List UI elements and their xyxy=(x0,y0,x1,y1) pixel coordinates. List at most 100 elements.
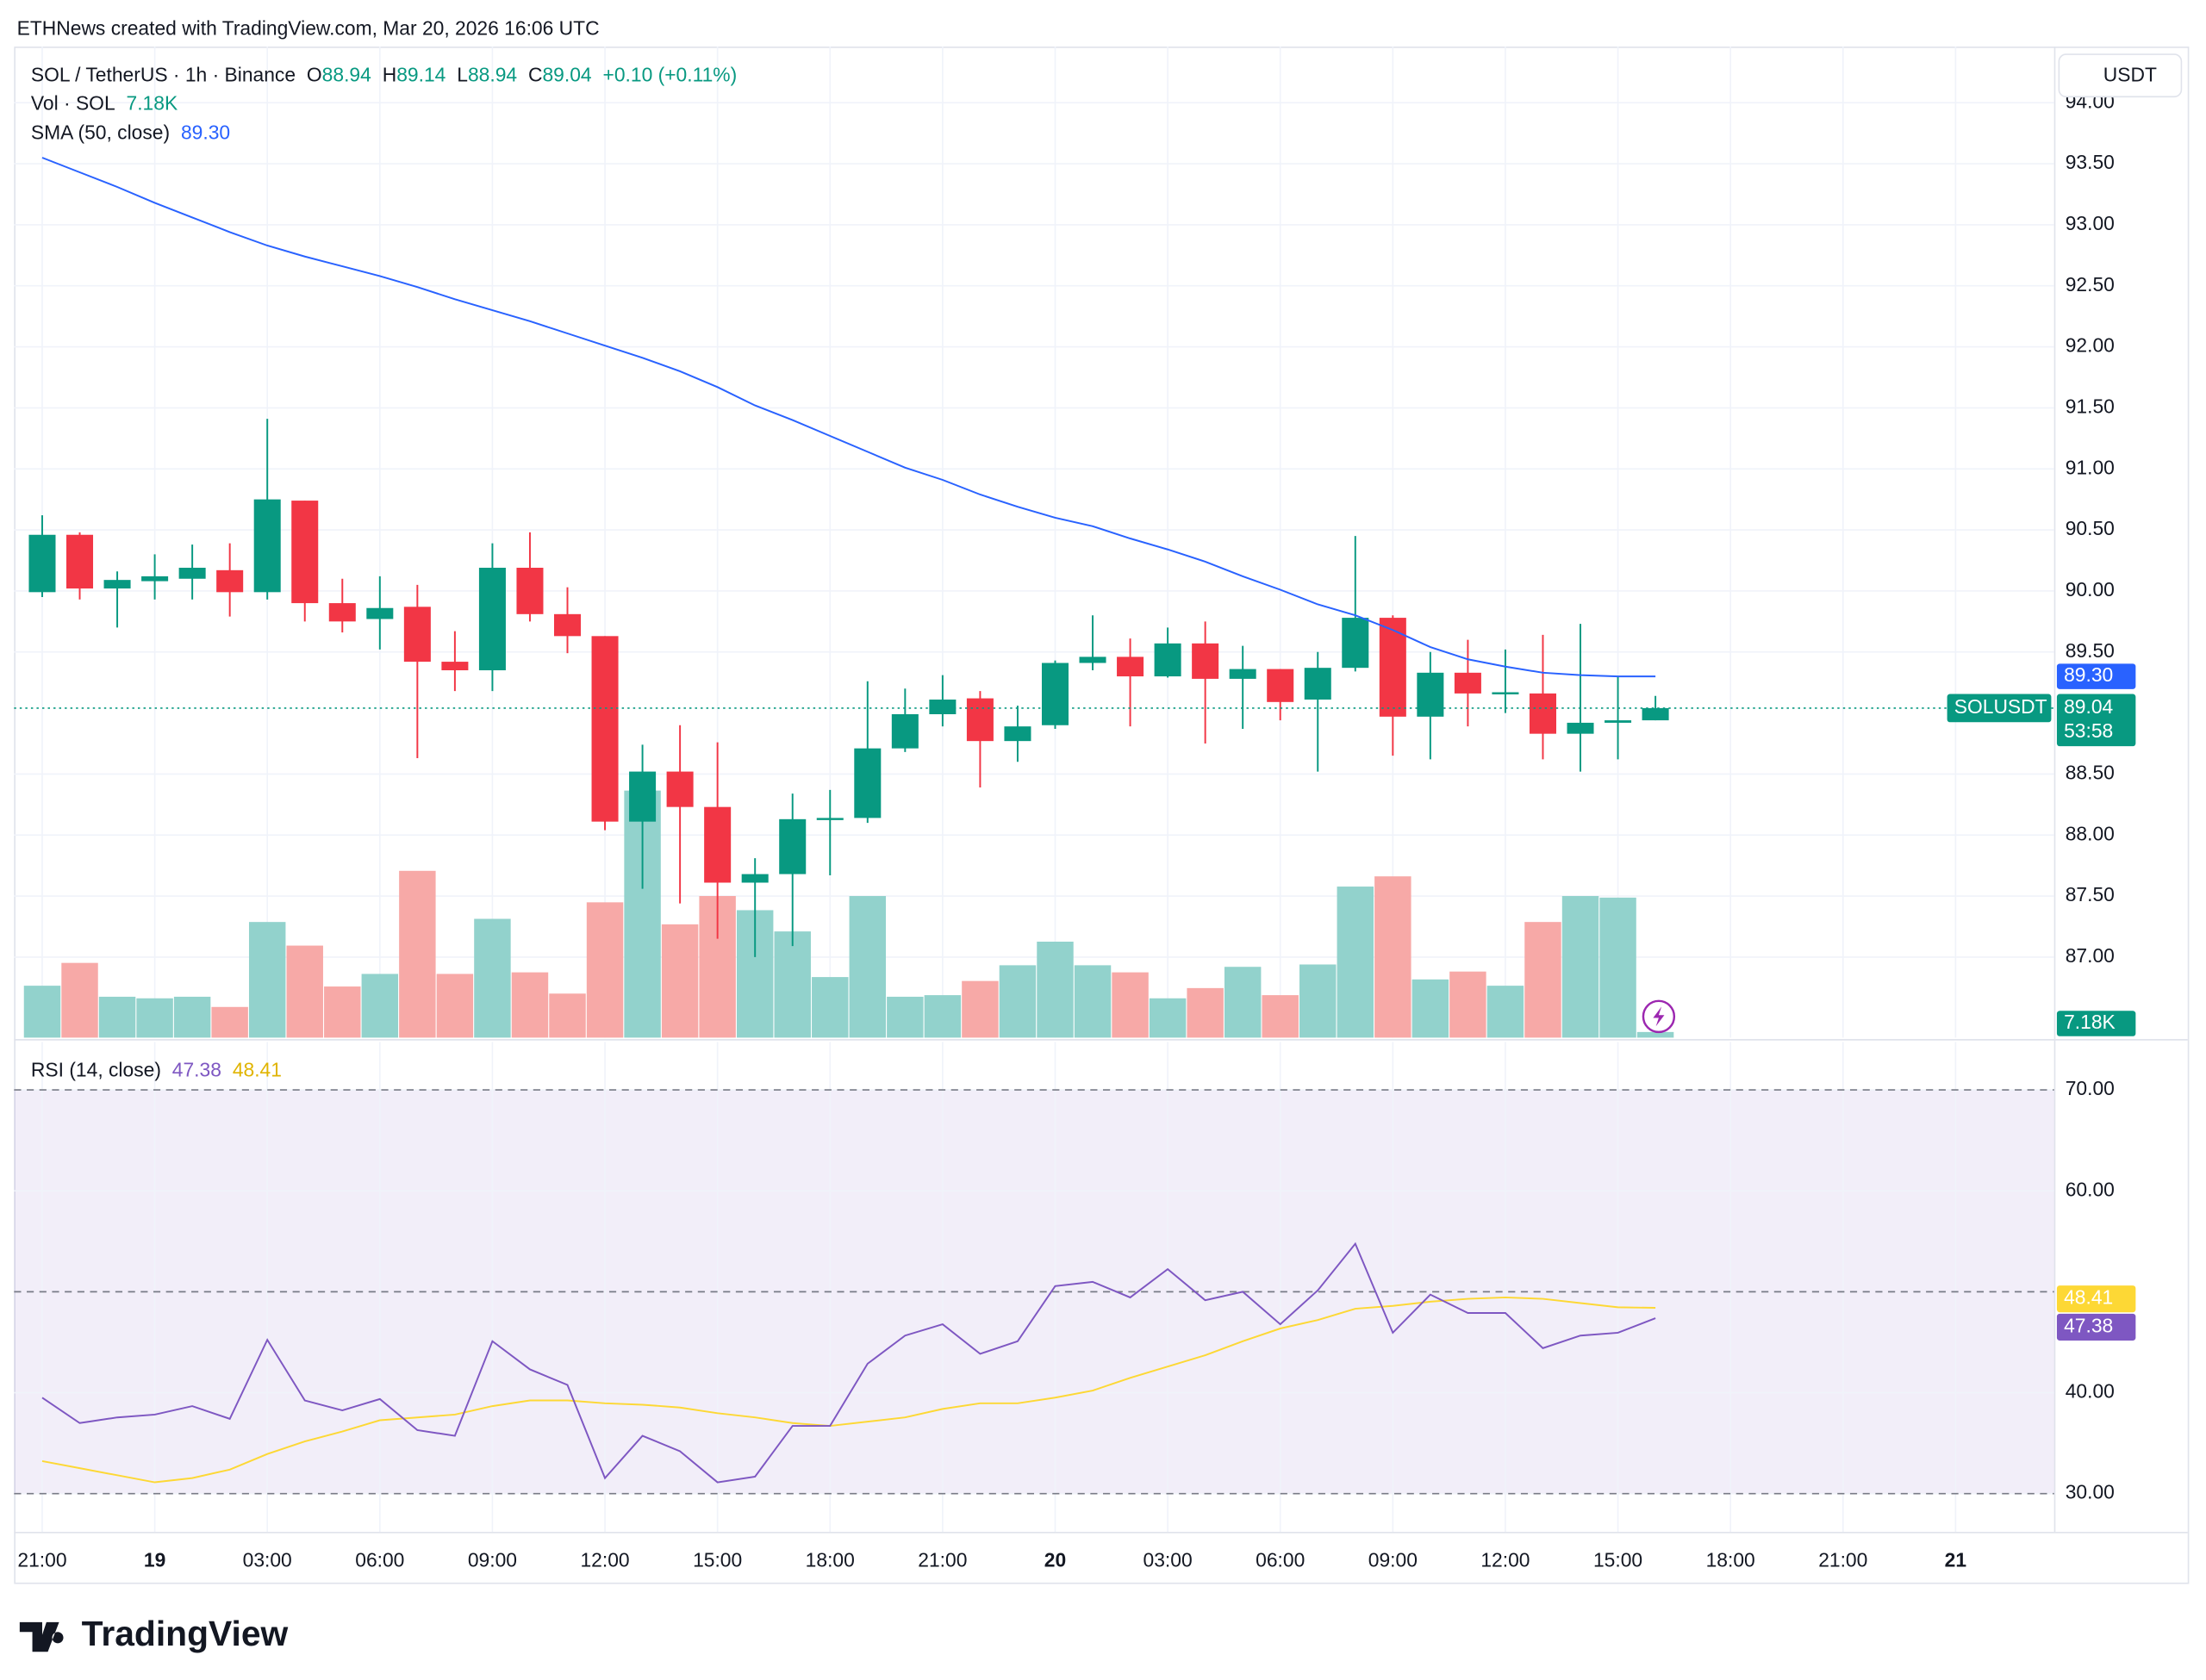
high-value: 89.14 xyxy=(396,64,446,86)
open-label: O xyxy=(307,64,322,86)
candle-body xyxy=(1417,672,1444,717)
candle-body xyxy=(591,636,619,822)
price-tag: 89.04 xyxy=(2064,695,2113,718)
x-tick-label: 06:00 xyxy=(1256,1548,1305,1571)
rsi-tag: 47.38 xyxy=(2064,1314,2113,1336)
x-tick-label: 21:00 xyxy=(918,1548,967,1571)
y-tick-label: 90.00 xyxy=(2066,578,2115,600)
x-tick-label: 21:00 xyxy=(1818,1548,1867,1571)
rsi-tick-label: 60.00 xyxy=(2066,1178,2115,1200)
volume-bar xyxy=(248,922,286,1038)
x-tick-label: 12:00 xyxy=(1480,1548,1530,1571)
volume-bar xyxy=(962,980,999,1038)
x-tick-label: 09:00 xyxy=(1368,1548,1418,1571)
low-value: 88.94 xyxy=(468,64,517,86)
sma-name: SMA (50, close) xyxy=(31,121,170,144)
candle-body xyxy=(253,499,281,593)
sma-tag: 89.30 xyxy=(2064,663,2113,686)
candle-body xyxy=(666,771,694,807)
legend-sma: SMA (50, close) 89.30 xyxy=(31,121,230,144)
y-tick-label: 91.50 xyxy=(2066,395,2115,417)
legend-rsi: RSI (14, close) 47.38 48.41 xyxy=(31,1059,282,1081)
candle-body xyxy=(1192,643,1219,679)
volume-bar xyxy=(774,931,811,1038)
sma-value: 89.30 xyxy=(181,121,230,144)
currency: USDT xyxy=(2103,64,2157,86)
candle-body xyxy=(516,567,544,614)
y-tick-label: 92.50 xyxy=(2066,273,2115,296)
volume-bar xyxy=(887,996,924,1038)
logo-mark xyxy=(19,1621,64,1652)
candle-body xyxy=(328,603,356,622)
candle-body xyxy=(178,567,206,579)
candle-body xyxy=(1267,669,1294,702)
footer-brand: TradingView xyxy=(82,1614,289,1653)
y-tick-label: 93.00 xyxy=(2066,212,2115,234)
volume-bar xyxy=(849,896,887,1038)
volume-bar xyxy=(61,962,98,1038)
candle-body xyxy=(629,771,657,822)
volume-bar xyxy=(999,965,1037,1038)
rsi-tick-label: 40.00 xyxy=(2066,1380,2115,1403)
price-tag-bg xyxy=(2056,694,2136,747)
candle-body xyxy=(779,818,807,874)
y-tick-label: 87.50 xyxy=(2066,883,2115,905)
y-tick-label: 91.00 xyxy=(2066,456,2115,478)
close-value: 89.04 xyxy=(542,64,591,86)
candle-body xyxy=(929,699,957,714)
rsi-ma-line xyxy=(41,1296,1656,1484)
volume-bar xyxy=(474,918,511,1038)
candle-body xyxy=(403,607,431,663)
volume-bar xyxy=(1074,965,1112,1038)
rsi-ma-tag: 48.41 xyxy=(2064,1286,2113,1309)
rsi-line xyxy=(41,1241,1656,1484)
volume-bar xyxy=(1561,896,1599,1038)
currency-button[interactable] xyxy=(2058,53,2183,98)
volume-bar xyxy=(1337,887,1374,1038)
volume-bar xyxy=(436,974,474,1038)
candle-body xyxy=(741,874,769,883)
candle-body xyxy=(1642,707,1669,721)
volume-bar xyxy=(1374,876,1411,1038)
candle-body xyxy=(816,818,844,820)
close-label: C xyxy=(528,64,543,86)
rsi-tag-bg xyxy=(2056,1313,2136,1341)
candle-body xyxy=(216,569,244,593)
volume-bar xyxy=(136,998,173,1038)
volume-bar xyxy=(1636,1031,1674,1038)
volume-bar xyxy=(324,986,361,1038)
candle-body xyxy=(553,613,582,637)
candle-body xyxy=(478,567,506,670)
event-bolt xyxy=(1653,1006,1665,1027)
candle-body xyxy=(1492,692,1519,694)
rsi-value: 47.38 xyxy=(172,1059,221,1081)
candle-body xyxy=(1041,663,1069,725)
x-tick-label: 06:00 xyxy=(355,1548,404,1571)
volume-value: 7.18K xyxy=(127,91,178,114)
sma-tag-bg xyxy=(2056,663,2136,689)
x-tick-label: 15:00 xyxy=(693,1548,742,1571)
volume-bar xyxy=(211,1006,248,1038)
y-tick-label: 89.50 xyxy=(2066,639,2115,662)
change: +0.10 (+0.11%) xyxy=(603,64,738,86)
volume-bar xyxy=(1262,995,1299,1038)
rsi-ma-tag-bg xyxy=(2056,1285,2136,1313)
x-tick-label: 12:00 xyxy=(580,1548,629,1571)
x-tick-label: 03:00 xyxy=(1144,1548,1193,1571)
volume-bar xyxy=(1599,897,1636,1038)
candle-body xyxy=(441,662,469,670)
volume-bar xyxy=(1411,979,1449,1038)
y-tick-label: 93.50 xyxy=(2066,151,2115,173)
volume-bar xyxy=(399,870,436,1038)
legend-volume: Vol · SOL 7.18K xyxy=(31,91,178,114)
high-label: H xyxy=(383,64,397,86)
candle-body xyxy=(1529,693,1556,734)
rsi-tick-label: 30.00 xyxy=(2066,1481,2115,1503)
candle-body xyxy=(1605,720,1632,723)
volume-tag: 7.18K xyxy=(2064,1011,2116,1033)
x-tick-label: 21 xyxy=(1945,1548,1967,1571)
volume-bar xyxy=(98,996,136,1038)
ticker-tag: SOLUSDT xyxy=(1954,695,2047,718)
